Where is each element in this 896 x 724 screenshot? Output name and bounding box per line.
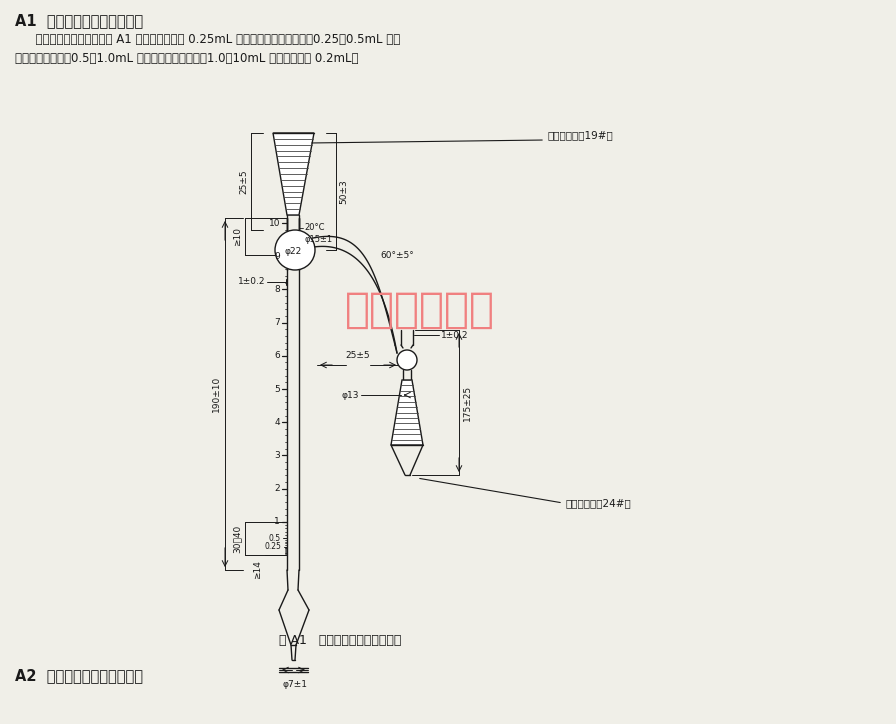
Text: 图 A1   糠醛水分测定专用接受器: 图 A1 糠醛水分测定专用接受器 — [279, 634, 401, 647]
Text: 6: 6 — [274, 351, 280, 361]
Text: φ22: φ22 — [284, 248, 302, 256]
Text: A2  糠醛馏程测定专用温度计: A2 糠醛馏程测定专用温度计 — [15, 668, 143, 683]
Text: 5: 5 — [274, 384, 280, 394]
Polygon shape — [273, 133, 314, 215]
Circle shape — [397, 350, 417, 370]
Text: 4: 4 — [274, 418, 280, 426]
Text: 60°±5°: 60°±5° — [381, 251, 415, 260]
Text: ≥14: ≥14 — [253, 560, 262, 579]
Text: 7: 7 — [274, 318, 280, 327]
Text: 标准内磨口（19#）: 标准内磨口（19#） — [548, 130, 614, 140]
Text: 3: 3 — [274, 451, 280, 460]
Text: φ15±1: φ15±1 — [304, 235, 332, 245]
Text: 该接受器的规格尺寸如图 A1 所示。其刻度在 0.25mL 以下设有十等分的刻线；0.25～0.5mL 之间: 该接受器的规格尺寸如图 A1 所示。其刻度在 0.25mL 以下设有十等分的刻线… — [28, 33, 401, 46]
Text: 1±0.2: 1±0.2 — [441, 330, 469, 340]
Text: 8: 8 — [274, 285, 280, 294]
Text: 1±0.2: 1±0.2 — [237, 277, 265, 287]
Text: 9: 9 — [274, 252, 280, 261]
Text: φ13: φ13 — [341, 390, 359, 400]
Text: 175±25: 175±25 — [463, 384, 472, 421]
Text: 10: 10 — [269, 219, 280, 227]
Text: 20°C: 20°C — [304, 224, 324, 232]
Text: 瑞博化玻仪器: 瑞博化玻仪器 — [345, 289, 495, 331]
Text: 50±3: 50±3 — [339, 179, 348, 204]
Text: 1: 1 — [274, 518, 280, 526]
Text: 0.5: 0.5 — [269, 534, 281, 543]
Text: A1  糠醛水分测定专用接受器: A1 糠醛水分测定专用接受器 — [15, 13, 143, 28]
Text: ≥10: ≥10 — [233, 227, 242, 246]
Circle shape — [275, 230, 315, 270]
Text: 标准外磨口（24#）: 标准外磨口（24#） — [565, 498, 631, 508]
Text: 30～40: 30～40 — [233, 524, 242, 552]
Text: 25±5: 25±5 — [346, 351, 370, 360]
Text: 25±5: 25±5 — [239, 169, 248, 194]
Text: 2: 2 — [274, 484, 280, 493]
Polygon shape — [391, 380, 423, 445]
Text: φ7±1: φ7±1 — [282, 680, 307, 689]
Text: 0.25: 0.25 — [264, 542, 281, 551]
Text: 190±10: 190±10 — [212, 376, 221, 412]
Text: 设五等分的刻线；0.5～1.0mL 之间设五等分的刻线；1.0～10mL 之间每分度为 0.2mL。: 设五等分的刻线；0.5～1.0mL 之间设五等分的刻线；1.0～10mL 之间每… — [15, 52, 358, 65]
